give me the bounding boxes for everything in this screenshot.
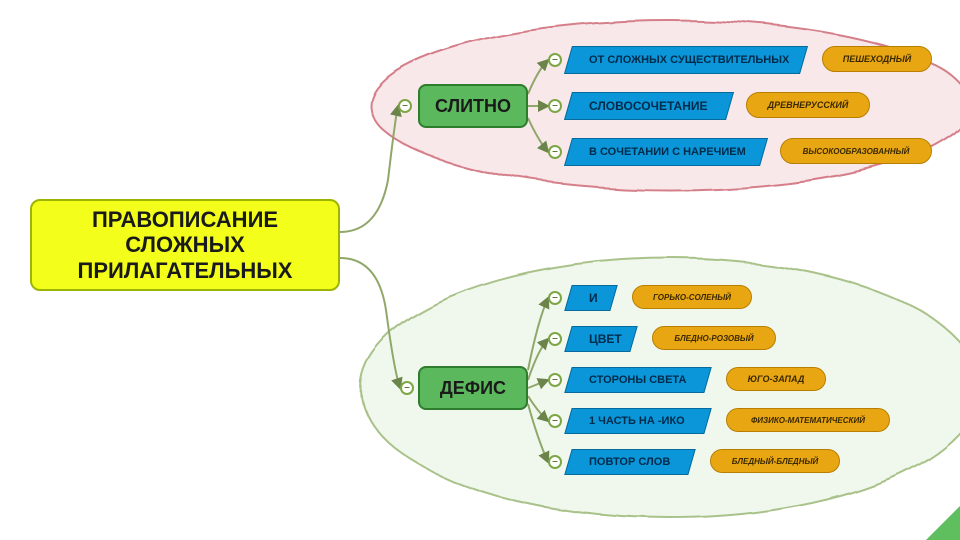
expand-dot: –: [398, 99, 412, 113]
expand-dot: –: [400, 381, 414, 395]
expand-dot: –: [548, 373, 562, 387]
category-box: ПОВТОР СЛОВ: [564, 449, 695, 475]
category-box: В СОЧЕТАНИИ С НАРЕЧИЕМ: [564, 138, 768, 166]
page-fold-corner: [926, 506, 960, 540]
example-box: ВЫСОКООБРАЗОВАННЫЙ: [780, 138, 932, 164]
branch-defis: ДЕФИС: [418, 366, 528, 410]
expand-dot: –: [548, 332, 562, 346]
example-box: ДРЕВНЕРУССКИЙ: [746, 92, 870, 118]
category-box: СЛОВОСОЧЕТАНИЕ: [564, 92, 734, 120]
example-box: ПЕШЕХОДНЫЙ: [822, 46, 932, 72]
expand-dot: –: [548, 53, 562, 67]
expand-dot: –: [548, 145, 562, 159]
category-box: СТОРОНЫ СВЕТА: [564, 367, 711, 393]
example-box: ГОРЬКО-СОЛЕНЫЙ: [632, 285, 752, 309]
expand-dot: –: [548, 455, 562, 469]
example-box: БЛЕДНО-РОЗОВЫЙ: [652, 326, 776, 350]
expand-dot: –: [548, 99, 562, 113]
root-node: ПРАВОПИСАНИЕ СЛОЖНЫХПРИЛАГАТЕЛЬНЫХ: [30, 199, 340, 291]
expand-dot: –: [548, 291, 562, 305]
category-box: ОТ СЛОЖНЫХ СУЩЕСТВИТЕЛЬНЫХ: [564, 46, 808, 74]
category-box: ЦВЕТ: [564, 326, 637, 352]
category-box: 1 ЧАСТЬ НА -ИКО: [564, 408, 711, 434]
example-box: БЛЕДНЫЙ-БЛЕДНЫЙ: [710, 449, 840, 473]
example-box: ФИЗИКО-МАТЕМАТИЧЕСКИЙ: [726, 408, 890, 432]
category-box: И: [564, 285, 617, 311]
expand-dot: –: [548, 414, 562, 428]
example-box: ЮГО-ЗАПАД: [726, 367, 826, 391]
branch-slitno: СЛИТНО: [418, 84, 528, 128]
